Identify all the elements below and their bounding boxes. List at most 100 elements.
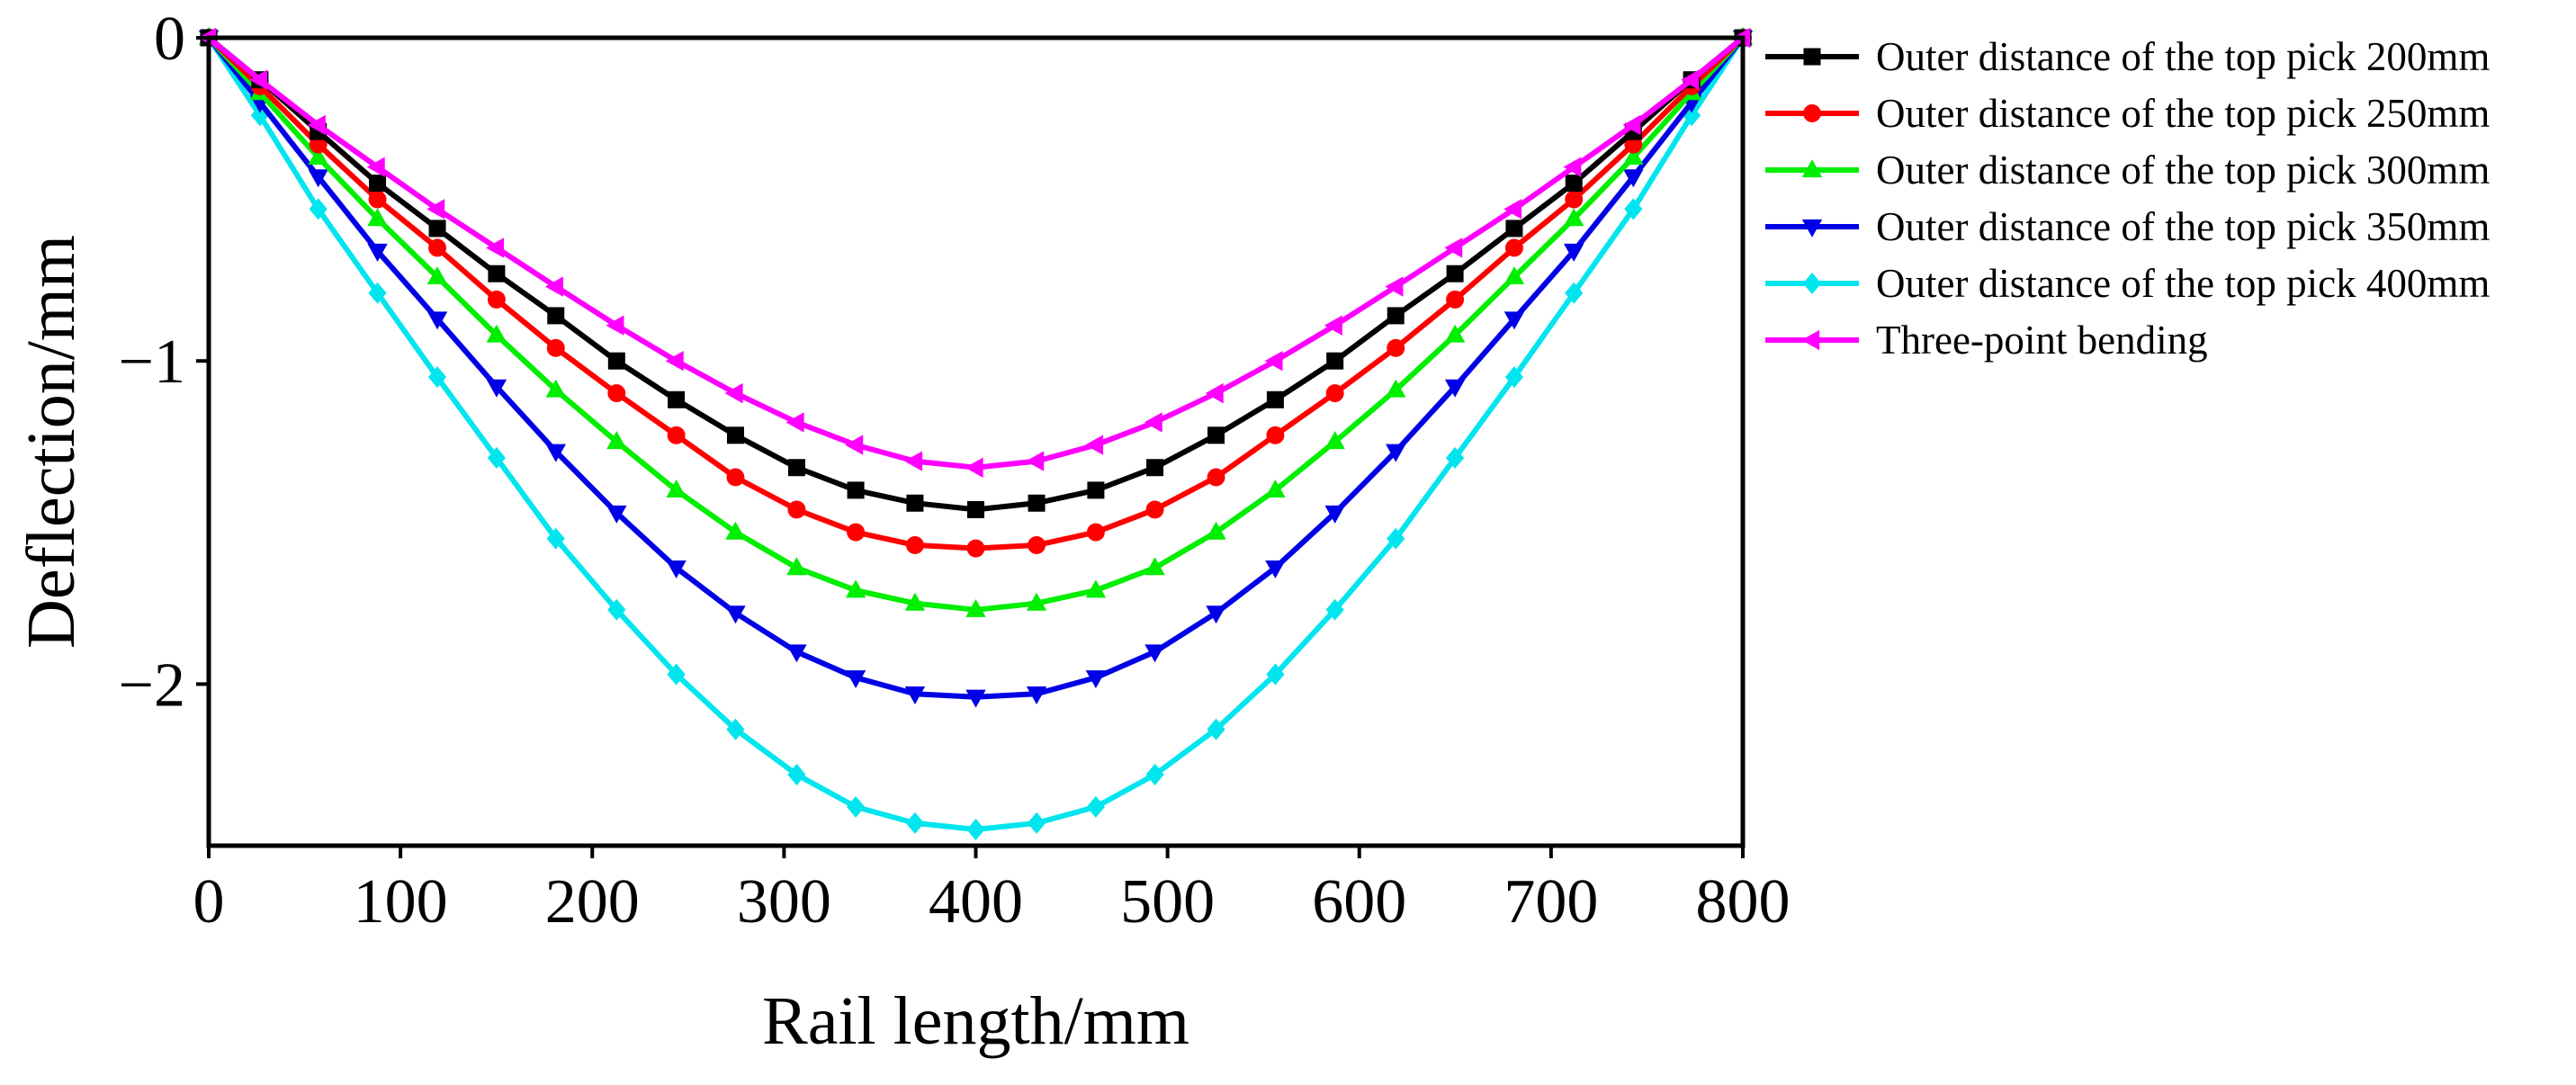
tick-layer: 0 100 200 300 400 500 600 700 800 0 −1 −2 — [119, 4, 1791, 937]
data-point — [427, 366, 447, 389]
data-point — [428, 220, 446, 238]
data-point — [787, 763, 806, 786]
legend-label: Outer distance of the top pick 300mm — [1876, 148, 2490, 193]
data-point — [1266, 390, 1284, 408]
data-point — [1386, 379, 1406, 398]
x-tick-label: 600 — [1312, 867, 1406, 937]
data-point — [785, 412, 804, 433]
data-point — [367, 243, 388, 262]
data-point — [486, 238, 505, 258]
data-point — [1206, 605, 1226, 624]
data-point — [1681, 69, 1700, 90]
data-point — [1145, 500, 1164, 519]
data-point — [786, 557, 807, 576]
legend-entry: Outer distance of the top pick 250mm — [1765, 91, 2490, 136]
legend-label: Outer distance of the top pick 350mm — [1876, 204, 2490, 249]
data-point — [725, 521, 746, 540]
legend-label: Three-point bending — [1876, 318, 2208, 363]
data-point — [1326, 352, 1344, 370]
series-line — [206, 36, 1746, 832]
data-point — [488, 265, 506, 282]
data-point — [845, 579, 866, 598]
y-tick-label: −1 — [119, 327, 185, 397]
data-point — [1026, 451, 1045, 471]
legend-swatch-marker — [1801, 219, 1823, 238]
data-point — [1565, 175, 1583, 193]
data-point — [1622, 114, 1641, 136]
data-point — [1085, 670, 1107, 689]
series-layer — [198, 26, 1754, 841]
data-point — [1324, 315, 1342, 336]
data-point — [846, 795, 866, 818]
data-point — [606, 431, 627, 450]
x-tick-label: 300 — [737, 867, 831, 937]
data-point — [726, 718, 745, 740]
data-point — [486, 379, 507, 398]
data-point — [666, 560, 687, 578]
data-point — [1563, 157, 1582, 177]
legend-label: Outer distance of the top pick 200mm — [1876, 34, 2490, 79]
series-group-3 — [198, 27, 1754, 617]
data-point — [308, 147, 328, 166]
legend-swatch-marker — [1801, 329, 1820, 351]
data-point — [1085, 579, 1107, 598]
data-point — [668, 390, 686, 408]
data-point — [787, 500, 806, 519]
series-group-6 — [198, 27, 1751, 478]
y-axis-title: Deflection/mm — [13, 235, 89, 649]
y-tick-label: 0 — [154, 4, 185, 74]
data-point — [1446, 265, 1464, 282]
data-point — [249, 69, 268, 90]
data-point — [308, 169, 328, 188]
data-point — [845, 670, 866, 689]
data-point — [1027, 812, 1046, 834]
data-point — [426, 265, 448, 284]
data-point — [1264, 350, 1283, 372]
data-point — [665, 350, 684, 372]
data-point — [1144, 412, 1162, 433]
legend-label: Outer distance of the top pick 250mm — [1876, 91, 2490, 136]
plot-frame — [206, 35, 1746, 848]
data-point — [1387, 338, 1405, 357]
data-point — [905, 812, 925, 834]
data-point — [545, 444, 566, 462]
data-point — [1623, 169, 1644, 188]
data-point — [1086, 795, 1106, 818]
data-point — [904, 686, 926, 704]
legend-swatch-marker — [1801, 159, 1823, 178]
data-point — [546, 527, 565, 550]
data-point — [904, 592, 926, 611]
data-point — [1144, 557, 1165, 576]
data-point — [1325, 384, 1344, 403]
data-point — [1505, 238, 1523, 257]
data-point — [1503, 311, 1525, 330]
data-point — [966, 819, 985, 841]
data-point — [667, 663, 686, 686]
data-point — [847, 523, 866, 542]
x-axis-title: Rail length/mm — [762, 983, 1189, 1059]
data-point — [546, 338, 565, 357]
x-tick-label: 700 — [1503, 867, 1598, 937]
data-point — [724, 382, 743, 404]
data-point — [666, 480, 687, 498]
data-point — [1387, 527, 1405, 550]
legend-entry: Outer distance of the top pick 200mm — [1765, 34, 2490, 79]
data-point — [1144, 644, 1165, 663]
data-point — [967, 500, 984, 518]
legend-entry: Outer distance of the top pick 400mm — [1765, 261, 2490, 306]
legend-entry: Outer distance of the top pick 350mm — [1765, 204, 2490, 249]
data-point — [487, 291, 506, 309]
data-point — [667, 426, 686, 444]
data-point — [487, 446, 507, 469]
data-point — [1503, 199, 1522, 220]
data-point — [966, 539, 985, 558]
data-point — [1445, 446, 1465, 469]
data-point — [1028, 535, 1046, 554]
data-point — [1446, 291, 1465, 309]
data-point — [1207, 718, 1225, 740]
data-point — [1265, 480, 1286, 498]
data-point — [606, 315, 624, 336]
data-point — [1565, 190, 1584, 209]
data-point — [1086, 523, 1105, 542]
legend-entry: Three-point bending — [1765, 318, 2208, 363]
